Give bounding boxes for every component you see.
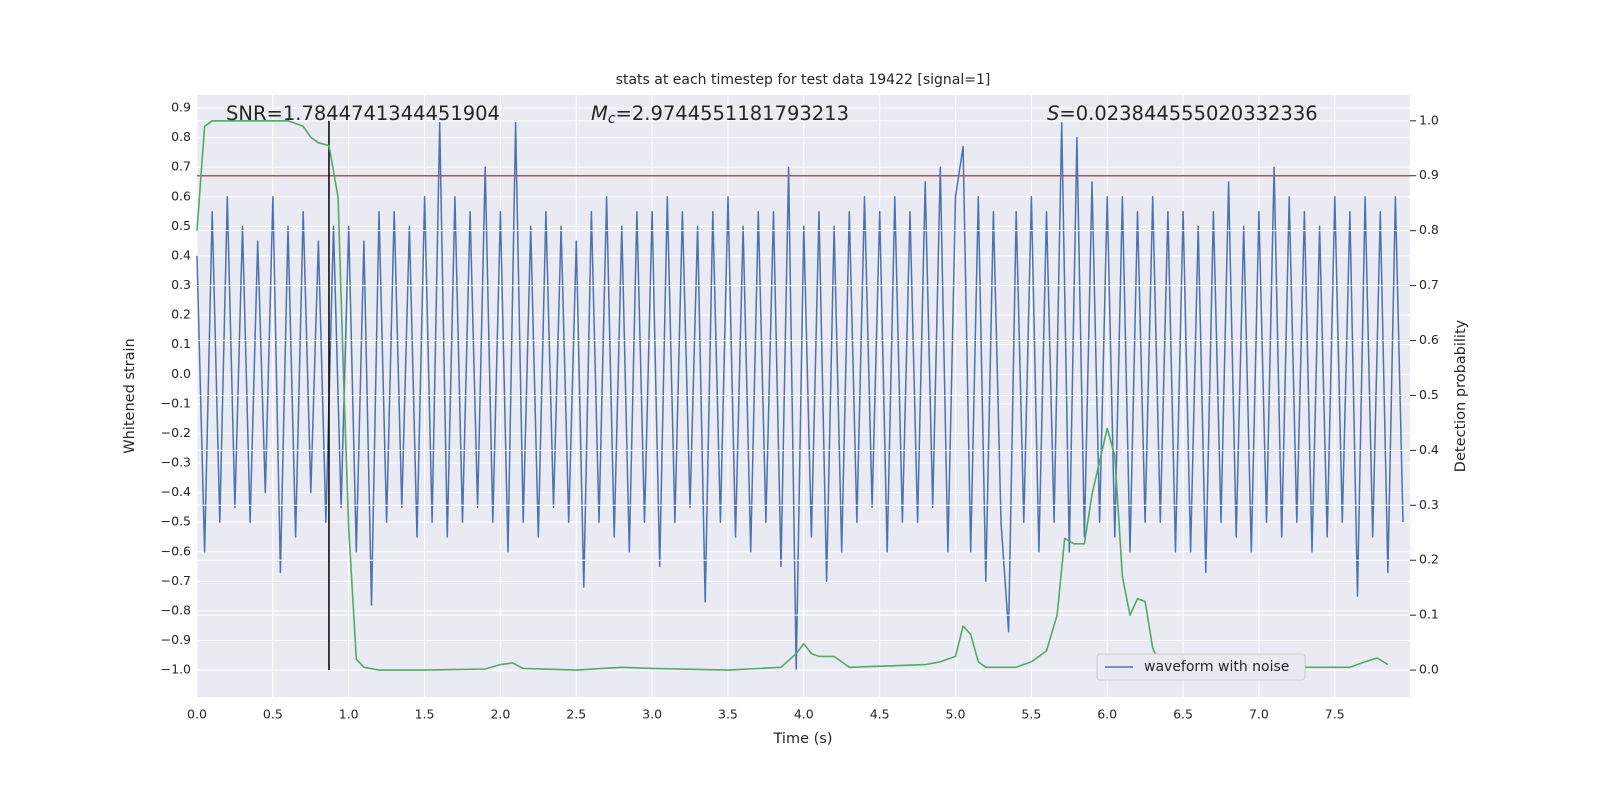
annotation-text: =0.023844555020332336	[1059, 102, 1317, 125]
annotation-symbol: M	[591, 102, 608, 125]
y2-axis-label: Detection probability	[1453, 319, 1469, 472]
y-axis-label: Whitened strain	[122, 338, 138, 453]
annotation-text: =2.9744551181793213	[616, 102, 849, 125]
y-tick-label: 0.6	[171, 188, 191, 203]
y2-tick-label: 0.6	[1419, 332, 1439, 347]
y2-tick-label: 0.5	[1419, 387, 1439, 402]
series-line	[196, 122, 1404, 671]
y2-tick-label: 0.1	[1419, 607, 1439, 622]
y-tick-label: 0.4	[171, 247, 191, 262]
x-tick-label: 0.0	[187, 707, 207, 722]
x-tick-label: 1.5	[415, 707, 435, 722]
y-tick-label: −0.1	[161, 395, 191, 410]
y-tick-label: −1.0	[161, 662, 191, 677]
x-tick-label: 1.0	[339, 707, 359, 722]
x-axis-label: Time (s)	[773, 731, 833, 747]
y-tick-label: 0.7	[171, 159, 191, 174]
annotation: Mc=2.9744551181793213	[591, 102, 849, 128]
y-tick-label: −0.5	[161, 514, 191, 529]
y-tick-label: −0.3	[161, 455, 191, 470]
y-tick-label: −0.4	[161, 484, 191, 499]
y2-tick-label: 0.7	[1419, 277, 1439, 292]
x-tick-label: 4.0	[794, 707, 814, 722]
x-tick-label: 6.5	[1173, 707, 1193, 722]
annotation-symbol: S	[1047, 102, 1059, 125]
annotation-subscript: c	[608, 111, 616, 127]
chart-title: stats at each timestep for test data 194…	[616, 72, 991, 88]
y2-tick-label: 0.2	[1419, 552, 1439, 567]
y-tick-label: 0.8	[171, 129, 191, 144]
x-tick-label: 3.0	[642, 707, 662, 722]
annotation: S=0.023844555020332336	[1047, 102, 1318, 125]
y-tick-label: −0.8	[161, 602, 191, 617]
y-tick-label: −0.2	[161, 425, 191, 440]
y2-tick-label: 0.9	[1419, 167, 1439, 182]
x-tick-label: 2.0	[490, 707, 510, 722]
y2-tick-label: 0.3	[1419, 497, 1439, 512]
legend: waveform with noise	[1096, 653, 1306, 681]
y-tick-label: 0.3	[171, 277, 191, 292]
y-tick-label: 0.1	[171, 336, 191, 351]
y2-tick-label: 0.8	[1419, 222, 1439, 237]
x-tick-label: 5.5	[1021, 707, 1041, 722]
x-tick-label: 7.0	[1249, 707, 1269, 722]
y-tick-label: 0.9	[171, 100, 191, 115]
y-tick-label: 0.0	[171, 366, 191, 381]
x-tick-label: 3.5	[718, 707, 738, 722]
x-tick-label: 4.5	[870, 707, 890, 722]
y-tick-label: 0.5	[171, 218, 191, 233]
y-tick-label: −0.7	[161, 573, 191, 588]
x-tick-label: 2.5	[566, 707, 586, 722]
x-tick-label: 7.5	[1325, 707, 1345, 722]
annotation-text: SNR=1.7844741344451904	[226, 102, 500, 125]
legend-box	[1096, 653, 1306, 681]
y2-tick-label: 0.4	[1419, 442, 1439, 457]
legend-label: waveform with noise	[1144, 659, 1289, 675]
x-tick-label: 5.0	[946, 707, 966, 722]
x-tick-label: 0.5	[263, 707, 283, 722]
x-tick-label: 6.0	[1097, 707, 1117, 722]
series-line	[196, 120, 1389, 671]
y-tick-label: −0.9	[161, 632, 191, 647]
y2-tick-label: 1.0	[1419, 112, 1439, 127]
y-tick-label: −0.6	[161, 543, 191, 558]
annotation: SNR=1.7844741344451904	[226, 102, 500, 125]
y2-tick-label: 0.0	[1419, 662, 1439, 677]
y-tick-label: 0.2	[171, 307, 191, 322]
